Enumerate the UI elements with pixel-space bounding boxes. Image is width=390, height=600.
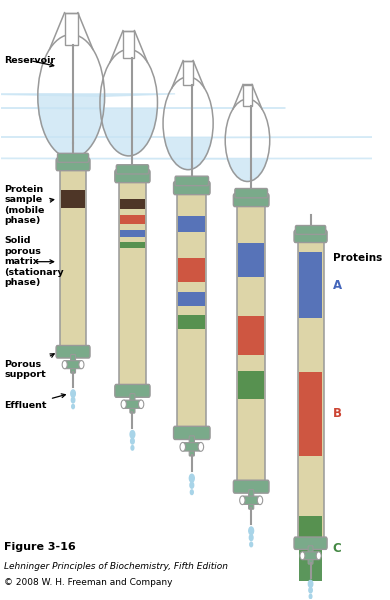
Polygon shape [172,61,204,88]
FancyBboxPatch shape [116,165,149,174]
Bar [179,315,205,329]
Text: A: A [333,278,342,292]
FancyBboxPatch shape [71,355,76,373]
Circle shape [316,552,321,560]
Bar [243,85,252,106]
FancyBboxPatch shape [294,230,327,242]
Polygon shape [0,137,390,170]
Circle shape [131,438,134,444]
Bar [119,180,146,387]
FancyBboxPatch shape [295,226,326,235]
Text: Protein
sample
(mobile
phase): Protein sample (mobile phase) [4,185,54,225]
Polygon shape [110,31,147,62]
Polygon shape [0,94,175,158]
Polygon shape [0,108,285,156]
FancyBboxPatch shape [56,346,90,358]
Bar [238,371,264,399]
Circle shape [130,431,135,438]
Bar [61,190,85,208]
Bar [179,216,205,232]
Bar [299,515,323,581]
FancyBboxPatch shape [308,546,313,564]
Bar [60,169,87,348]
Circle shape [62,361,67,369]
FancyBboxPatch shape [174,427,210,440]
Circle shape [72,404,74,409]
Circle shape [79,361,84,369]
Bar [177,192,206,429]
Circle shape [180,442,186,451]
Bar [64,13,78,44]
Circle shape [121,400,126,409]
FancyBboxPatch shape [65,361,81,368]
FancyBboxPatch shape [233,194,269,206]
Bar [123,31,135,58]
Circle shape [249,535,253,541]
Text: Reservoir: Reservoir [4,56,55,67]
FancyBboxPatch shape [189,436,195,456]
Bar [120,215,145,224]
Text: Porous
support: Porous support [4,354,54,379]
FancyBboxPatch shape [124,400,141,409]
Circle shape [257,496,263,505]
Text: C: C [333,542,342,555]
FancyBboxPatch shape [56,158,90,170]
Circle shape [309,595,312,599]
Text: Effluent: Effluent [4,394,65,410]
FancyBboxPatch shape [174,181,210,194]
Circle shape [240,496,245,505]
Bar [179,259,205,282]
Circle shape [198,442,204,451]
Text: Figure 3-16: Figure 3-16 [4,542,76,553]
FancyBboxPatch shape [235,188,268,198]
Circle shape [131,446,134,450]
Circle shape [71,397,75,403]
Polygon shape [233,85,262,109]
Text: Lehninger Principles of Biochemistry, Fifth Edition: Lehninger Principles of Biochemistry, Fi… [4,562,229,571]
Circle shape [190,490,193,494]
Text: B: B [333,407,342,420]
FancyBboxPatch shape [115,170,150,182]
Circle shape [190,482,194,488]
FancyBboxPatch shape [303,552,319,560]
Circle shape [250,542,253,547]
FancyBboxPatch shape [233,480,269,493]
FancyBboxPatch shape [130,394,135,413]
Bar [183,61,193,85]
Polygon shape [0,158,390,181]
Text: Solid
porous
matrix
(stationary
phase): Solid porous matrix (stationary phase) [4,236,64,287]
Circle shape [308,580,313,587]
FancyBboxPatch shape [115,385,150,397]
Circle shape [300,552,305,560]
Circle shape [309,587,312,593]
Text: © 2008 W. H. Freeman and Company: © 2008 W. H. Freeman and Company [4,578,173,587]
Bar [120,242,145,248]
FancyBboxPatch shape [175,176,209,185]
Circle shape [138,400,144,409]
Bar [237,204,265,482]
FancyBboxPatch shape [248,490,254,509]
Bar [120,199,145,209]
Bar [179,292,205,306]
Polygon shape [50,13,93,49]
Bar [299,372,323,455]
Text: Proteins: Proteins [333,253,382,263]
FancyBboxPatch shape [183,443,200,451]
Circle shape [249,527,254,535]
Circle shape [71,390,75,397]
FancyBboxPatch shape [57,154,89,163]
Bar [238,243,264,277]
Bar [120,230,145,237]
FancyBboxPatch shape [243,496,260,505]
Circle shape [190,474,194,482]
Bar [298,240,324,539]
Bar [238,316,264,355]
FancyBboxPatch shape [294,537,327,550]
Bar [299,252,323,318]
